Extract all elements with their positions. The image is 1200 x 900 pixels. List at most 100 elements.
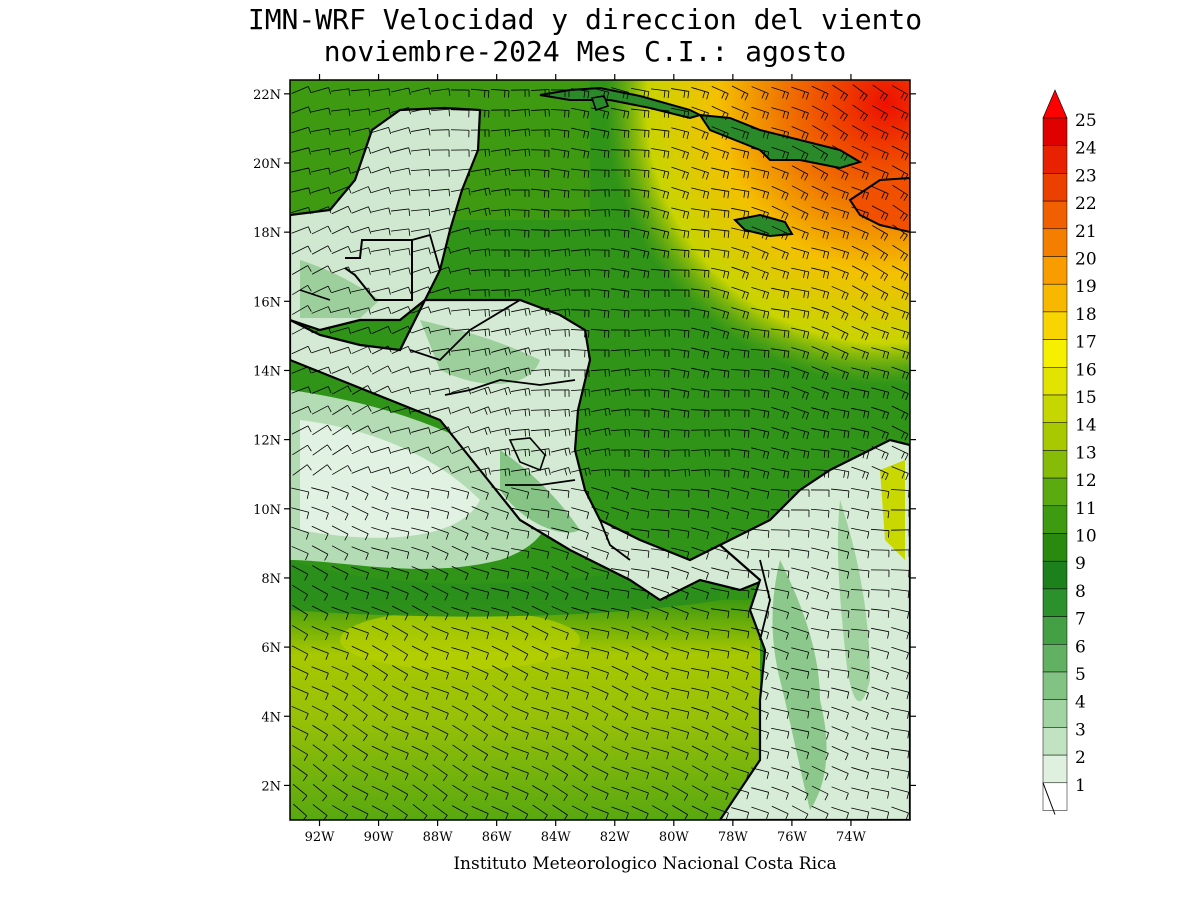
wind-barb <box>550 209 570 218</box>
wind-barb <box>511 388 531 397</box>
wind-barb <box>471 248 491 257</box>
wind-barb <box>530 389 550 397</box>
wind-barb <box>771 467 790 479</box>
wind-barb <box>391 746 409 761</box>
wind-barb <box>831 745 849 761</box>
wind-barb <box>611 87 630 100</box>
wind-barb <box>630 288 650 298</box>
wind-barb <box>791 626 809 640</box>
wind-barb <box>571 168 590 179</box>
wind-barb <box>351 365 372 375</box>
wind-barb <box>451 647 470 660</box>
wind-barb <box>391 507 410 519</box>
wind-barb <box>371 306 392 314</box>
wind-barb <box>791 427 810 440</box>
wind-barb <box>651 606 669 620</box>
wind-barb <box>690 268 710 278</box>
wind-barb <box>431 546 449 561</box>
wind-speed-colorbar: 2524232221201918171615141312111098765432… <box>1042 89 1097 815</box>
wind-barb <box>471 88 490 98</box>
wind-barb <box>291 526 309 540</box>
wind-barb <box>591 686 609 701</box>
wind-barb <box>791 667 810 679</box>
wind-barb <box>650 469 670 477</box>
wind-barb <box>771 308 790 319</box>
wind-barb <box>630 469 650 478</box>
wind-barb <box>892 184 908 201</box>
wind-barb <box>771 225 789 241</box>
wind-barb <box>470 129 490 137</box>
colorbar-swatch <box>1042 145 1068 174</box>
wind-barb <box>811 648 830 659</box>
wind-barb <box>291 665 309 681</box>
wind-barb <box>851 285 869 301</box>
wind-barb <box>811 185 829 201</box>
wind-barb <box>291 167 311 175</box>
wind-barb <box>871 446 889 461</box>
wind-barb <box>690 249 710 258</box>
wind-barb <box>671 186 689 200</box>
wind-barb <box>391 325 412 335</box>
wind-barb <box>432 764 448 782</box>
wind-barb <box>610 428 630 437</box>
wind-barb <box>651 567 670 579</box>
wind-barb <box>551 148 570 159</box>
wind-barb <box>331 225 352 235</box>
wind-barb <box>431 387 451 396</box>
wind-barb <box>611 705 629 721</box>
wind-barb <box>811 326 829 340</box>
wind-barb <box>411 585 429 601</box>
wind-barb <box>511 367 531 376</box>
wind-barb <box>392 644 409 661</box>
wind-barb <box>531 188 550 198</box>
wind-barb <box>751 806 769 820</box>
wind-barb <box>590 249 610 258</box>
wind-barb <box>691 546 709 560</box>
wind-barb <box>690 448 710 457</box>
wind-barb <box>531 605 549 621</box>
wind-barb <box>871 185 889 201</box>
wind-barb <box>491 766 509 780</box>
wind-barb <box>851 166 869 180</box>
wind-barb <box>391 605 409 621</box>
wind-barb <box>891 306 909 320</box>
wind-barb <box>331 545 349 561</box>
wind-barb <box>571 627 590 640</box>
wind-barb <box>291 206 312 215</box>
wind-barb <box>470 309 490 317</box>
wind-barb <box>731 487 750 500</box>
colorbar-label: 17 <box>1075 333 1097 353</box>
wind-barb <box>331 666 349 681</box>
wind-barb <box>331 486 349 500</box>
wind-barb <box>550 389 570 397</box>
wind-barb <box>371 785 389 801</box>
wind-barb <box>851 186 869 200</box>
wind-barb <box>432 784 448 802</box>
wind-barb <box>691 566 709 580</box>
wind-barb <box>791 567 810 579</box>
wind-barb <box>871 666 889 680</box>
wind-barb <box>491 587 510 599</box>
wind-barb <box>371 406 392 414</box>
wind-barb <box>531 327 551 336</box>
wind-barb <box>550 349 570 357</box>
wind-barb <box>611 766 629 780</box>
wind-barb <box>870 589 890 598</box>
wind-barb <box>631 568 650 579</box>
wind-barb <box>631 786 649 800</box>
wind-barb <box>751 487 770 499</box>
wind-barb <box>432 744 449 761</box>
wind-barb <box>371 625 389 641</box>
wind-barb <box>551 745 569 761</box>
wind-barb <box>891 588 910 599</box>
wind-barb <box>791 688 810 699</box>
wind-barb <box>471 785 489 801</box>
wind-barb <box>371 166 392 174</box>
wind-barb <box>751 427 770 439</box>
wind-barb <box>851 407 870 419</box>
wind-barb <box>671 166 689 180</box>
wind-barb <box>591 546 609 560</box>
wind-barb <box>491 705 509 721</box>
wind-barb <box>591 107 610 120</box>
wind-barb <box>311 285 332 295</box>
